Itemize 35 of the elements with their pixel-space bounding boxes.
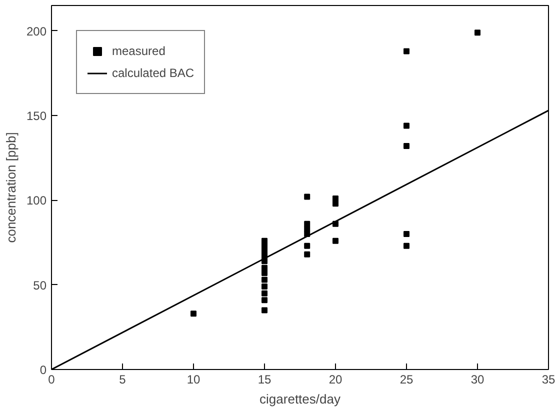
y-tick-label: 150 (26, 109, 47, 124)
point (332, 238, 338, 244)
x-tick-label: 0 (48, 372, 56, 386)
x-tick-label: 35 (542, 372, 556, 386)
point (304, 251, 310, 258)
x-tick-label: 10 (186, 372, 200, 386)
y-tick-label: 50 (33, 278, 47, 292)
point (304, 242, 310, 249)
point (262, 290, 268, 296)
point (404, 48, 410, 54)
point (262, 284, 268, 290)
point (332, 200, 338, 207)
point (262, 307, 268, 314)
point (262, 297, 268, 304)
point (474, 30, 480, 36)
x-axis-title: cigarettes/day (260, 392, 341, 406)
x-tick-label: 20 (328, 372, 342, 386)
y-tick-label: 100 (26, 194, 47, 208)
x-tick-label: 25 (400, 372, 414, 386)
x-tick-label: 5 (119, 372, 126, 386)
point (262, 276, 268, 283)
legend-label: calculated BAC (112, 66, 194, 80)
point (404, 143, 410, 150)
y-tick-label: 0 (40, 363, 47, 377)
y-tick-label: 200 (26, 24, 47, 38)
point (404, 231, 410, 238)
point (262, 270, 268, 276)
point (404, 242, 410, 249)
point (304, 194, 310, 200)
x-tick-label: 15 (258, 372, 272, 386)
x-tick-label: 30 (470, 372, 484, 386)
legend-label: measured (112, 44, 166, 58)
y-axis-title: concentration [ppb] (3, 132, 18, 243)
point (404, 122, 410, 129)
point (190, 310, 196, 317)
